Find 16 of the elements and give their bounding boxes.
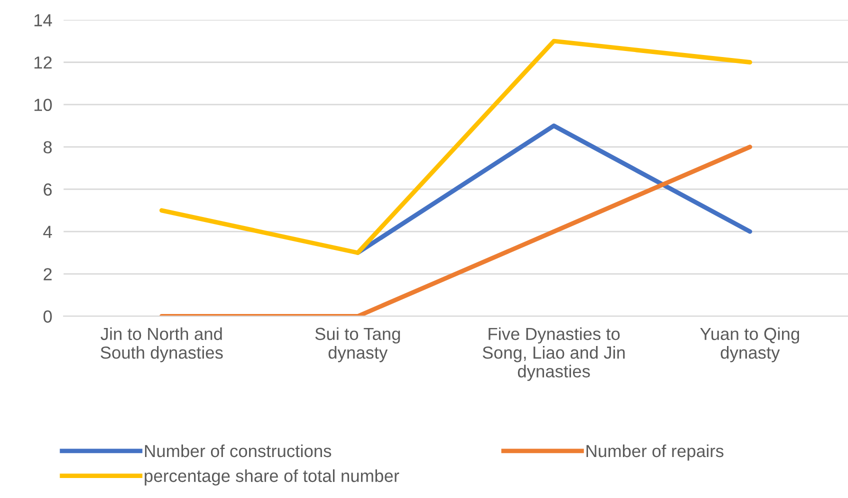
legend-label: Number of repairs bbox=[586, 444, 724, 461]
x-tick-label: Five Dynasties to Song, Liao and Jin dynasties bbox=[482, 327, 625, 381]
y-tick-label: 10 bbox=[34, 98, 52, 112]
y-tick-label: 0 bbox=[44, 310, 52, 323]
x-tick-label: Jin to North and South dynasties bbox=[100, 327, 223, 362]
y-tick-label: 12 bbox=[34, 56, 52, 69]
x-tick-label: Yuan to Qing dynasty bbox=[700, 327, 800, 362]
y-tick-label: 6 bbox=[44, 183, 52, 196]
line-series bbox=[159, 38, 752, 255]
legend-label: percentage share of total number bbox=[144, 469, 400, 486]
y-tick-label: 2 bbox=[44, 268, 52, 280]
y-tick-label: 8 bbox=[44, 141, 52, 154]
y-tick-label: 14 bbox=[34, 14, 52, 26]
y-tick-label: 4 bbox=[43, 226, 52, 238]
x-tick-label: Sui to Tang dynasty bbox=[315, 327, 400, 362]
legend-label: Number of constructions bbox=[145, 444, 332, 458]
